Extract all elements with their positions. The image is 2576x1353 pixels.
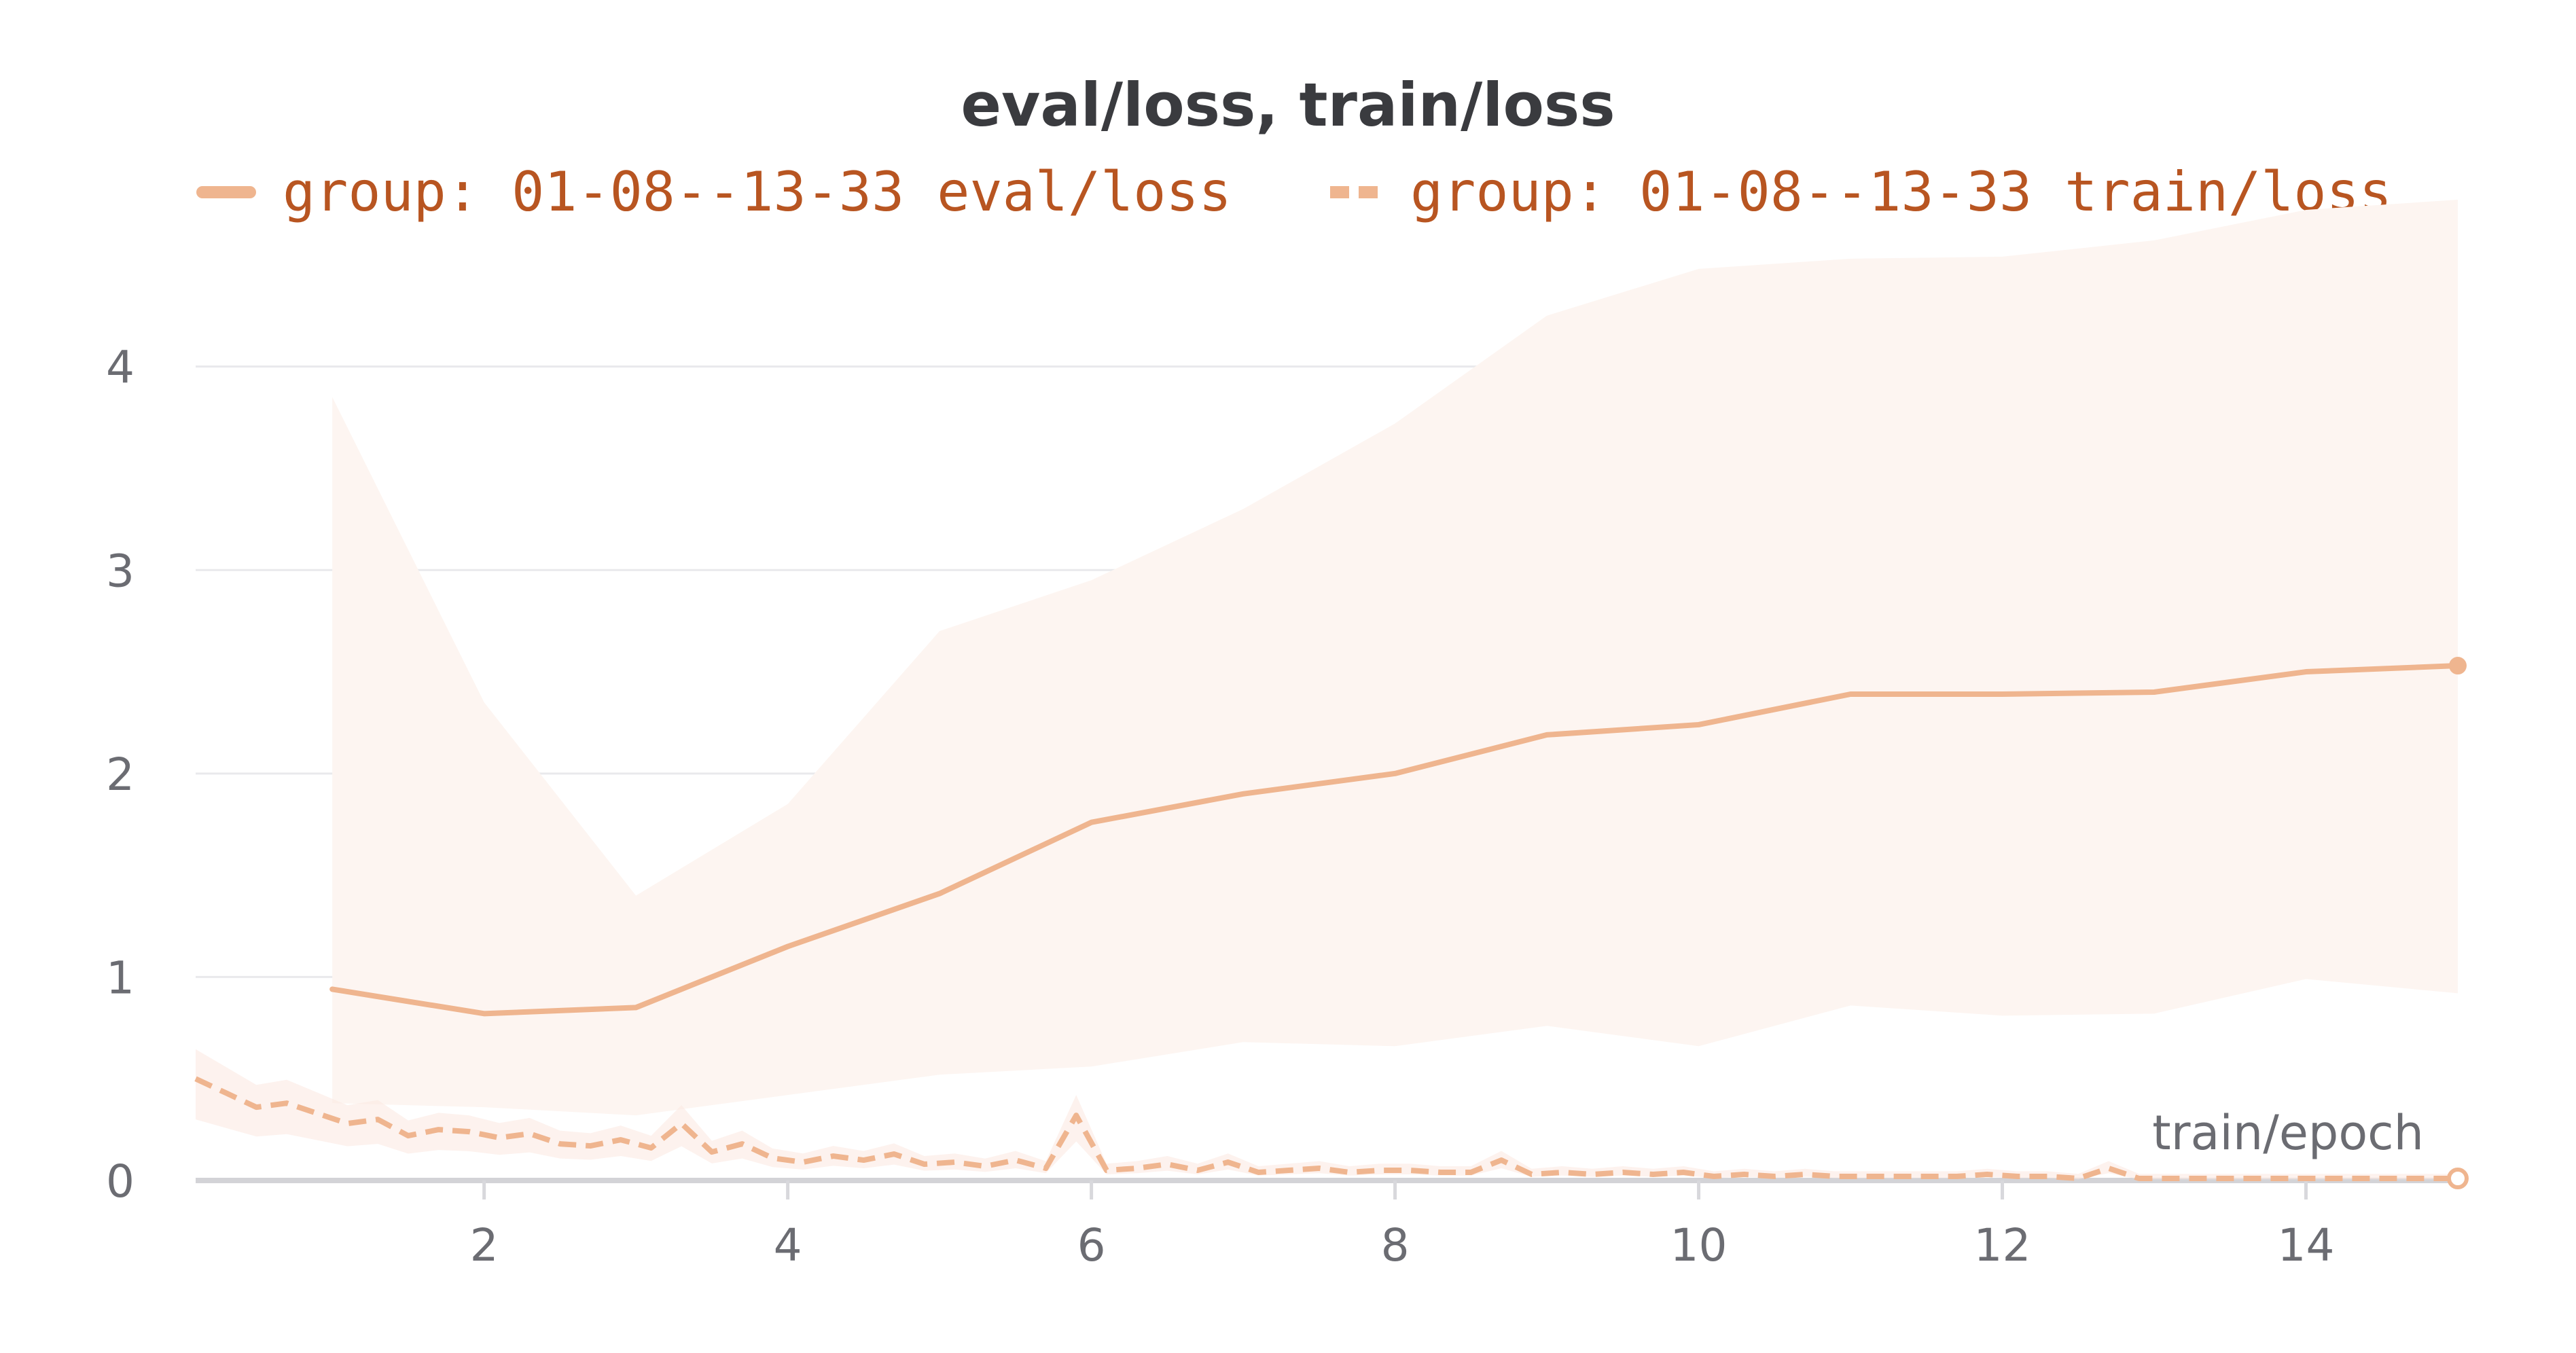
eval-loss-line [329, 663, 2461, 1017]
y-tick-label: 0 [106, 1155, 135, 1208]
eval-loss-range-band [332, 200, 2458, 1116]
legend-label-train: group: 01-08--13-33 train/loss [1410, 160, 2392, 223]
legend[interactable]: group: 01-08--13-33 eval/loss group: 01-… [196, 160, 2392, 223]
y-tick-label: 2 [106, 748, 135, 801]
y-tick-label: 4 [106, 342, 135, 394]
x-tick-label: 8 [1381, 1219, 1410, 1271]
train-loss-line [194, 1076, 2458, 1182]
x-tick-label: 14 [2278, 1219, 2335, 1271]
x-tick-label: 2 [470, 1219, 499, 1271]
x-tick-label: 4 [774, 1219, 802, 1271]
x-tick-label: 6 [1077, 1219, 1106, 1271]
x-tick-label: 12 [1974, 1219, 2031, 1271]
legend-label-eval: group: 01-08--13-33 eval/loss [283, 160, 1232, 223]
train-loss-end-point [2447, 1168, 2469, 1190]
chart-title: eval/loss, train/loss [961, 70, 1615, 140]
x-axis-title: train/epoch [2152, 1105, 2424, 1161]
y-tick-label: 1 [106, 952, 135, 1004]
y-tick-label: 3 [106, 545, 135, 597]
train-loss-range-band [196, 1049, 2458, 1180]
eval-loss-end-point [2449, 657, 2467, 675]
x-tick-label: 10 [1670, 1219, 1728, 1271]
